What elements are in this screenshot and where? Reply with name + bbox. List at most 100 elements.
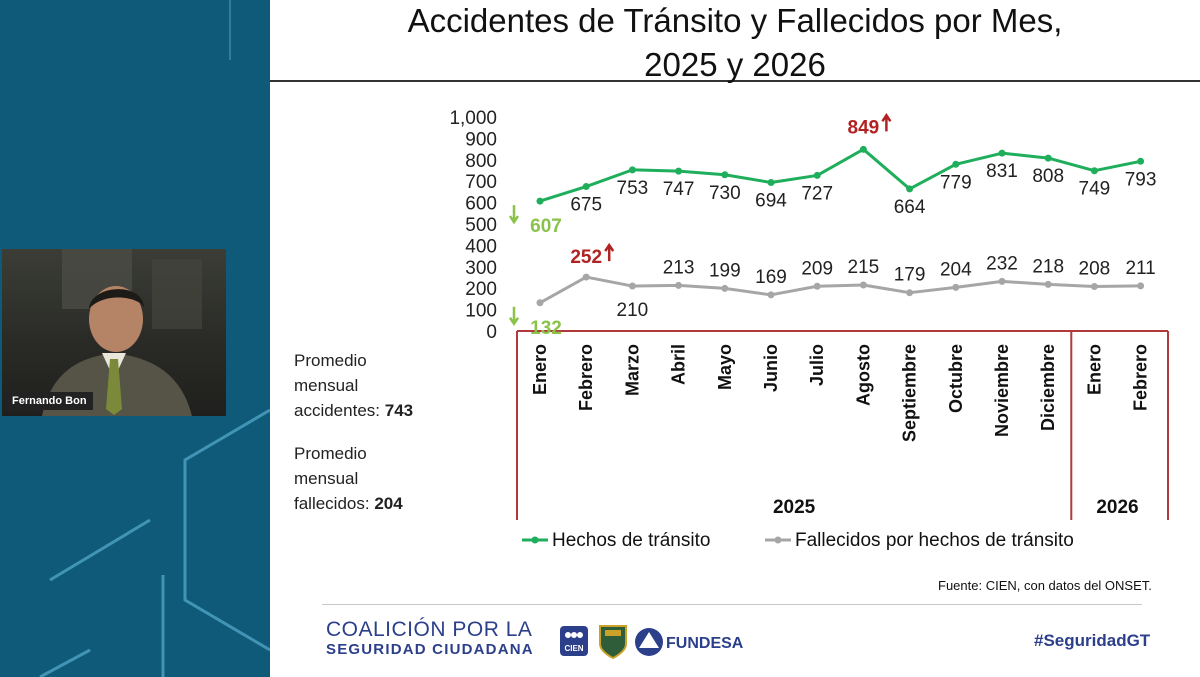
data-point (721, 284, 729, 292)
category-frame (516, 330, 1169, 520)
data-point (536, 299, 544, 307)
source-note: Fuente: CIEN, con datos del ONSET. (938, 578, 1152, 593)
data-point (628, 166, 636, 174)
x-axis-labels: Enero Febrero Marzo Abril Mayo Junio Julio Agos… (530, 344, 1151, 442)
data-point (859, 281, 867, 289)
data-point (998, 277, 1006, 285)
coalition-logo-text: COALICIÓN POR LA SEGURIDAD CIUDADANA (326, 618, 534, 658)
x-tick-label: Febrero (1131, 344, 1151, 411)
accidents-average-value: 743 (384, 401, 414, 420)
data-point (998, 149, 1006, 157)
y-tick-label: 1,000 (449, 108, 497, 129)
year-label: 2026 (1096, 497, 1138, 518)
presentation-slide: Accidentes de Tránsito y Fallecidos por … (270, 0, 1200, 677)
data-labels: 607 675 753 747 730 694 727 849 664 779 831 808 749 7… (508, 113, 1157, 339)
y-tick-label: 900 (465, 129, 497, 150)
data-point (767, 291, 775, 299)
data-label: 210 (617, 300, 649, 321)
x-tick-label: Enero (530, 344, 550, 395)
legend-label: Hechos de tránsito (552, 530, 710, 551)
deaths-average-value: 204 (374, 494, 403, 513)
partner-logos: CIEN FUNDESA (560, 625, 744, 660)
x-tick-label: Abril (669, 344, 689, 385)
x-tick-label: Octubre (946, 344, 966, 413)
data-point (675, 167, 683, 175)
x-tick-label: Agosto (853, 344, 873, 406)
series-line-0 (539, 147, 1141, 203)
data-point (952, 160, 960, 168)
data-label: 169 (755, 267, 787, 288)
data-point (767, 178, 775, 186)
y-tick-label: 700 (465, 172, 497, 193)
data-label: 607 (530, 216, 562, 237)
data-point (582, 183, 590, 191)
data-label: 694 (755, 190, 787, 211)
svg-text:CIEN: CIEN (564, 644, 583, 653)
data-label: 779 (940, 172, 972, 193)
data-point (813, 282, 821, 290)
data-point (628, 282, 636, 290)
x-tick-label: Junio (761, 344, 781, 392)
y-tick-label: 300 (465, 258, 497, 279)
data-label: 232 (986, 253, 1018, 274)
legend-marker (774, 536, 782, 544)
y-tick-label: 600 (465, 194, 497, 215)
data-label: 209 (801, 258, 833, 279)
trend-down-arrow-icon (508, 306, 520, 327)
data-label: 213 (663, 257, 695, 278)
svg-text:FUNDESA: FUNDESA (666, 635, 744, 652)
x-tick-label: Diciembre (1038, 344, 1058, 431)
trend-up-arrow-icon (881, 113, 892, 132)
x-tick-label: Noviembre (992, 344, 1012, 437)
data-label: 215 (848, 257, 880, 278)
data-points (536, 145, 1145, 307)
data-label: 199 (709, 260, 741, 281)
participant-video[interactable]: Fernando Bon (2, 249, 226, 416)
participant-name-label: Fernando Bon (6, 392, 93, 410)
series-line-1 (539, 275, 1141, 305)
data-label: 753 (617, 178, 649, 199)
data-label: 730 (709, 183, 741, 204)
data-point (906, 185, 914, 193)
y-tick-label: 0 (486, 322, 497, 343)
x-tick-label: Febrero (576, 344, 596, 411)
data-label: 749 (1079, 179, 1111, 200)
data-point (1044, 280, 1052, 288)
slide-title: Accidentes de Tránsito y Fallecidos por … (270, 0, 1200, 83)
data-label: 849 (848, 117, 880, 138)
fundesa-logo-icon: FUNDESA (635, 628, 744, 656)
data-point (813, 171, 821, 179)
data-point (906, 289, 914, 297)
data-point (1090, 167, 1098, 175)
x-tick-label: Septiembre (900, 344, 920, 442)
cien-logo-icon: CIEN (560, 626, 588, 656)
data-point (1137, 157, 1145, 165)
data-label: 664 (894, 197, 926, 218)
data-label: 808 (1032, 166, 1064, 187)
data-label: 218 (1032, 256, 1064, 277)
year-label: 2025 (773, 497, 816, 518)
data-label: 793 (1125, 169, 1157, 190)
x-tick-label: Enero (1084, 344, 1104, 395)
chart-legend: Hechos de tránsito Fallecidos por hechos … (522, 530, 1074, 551)
x-tick-label: Mayo (715, 344, 735, 390)
shield-logo-icon (599, 625, 627, 660)
deaths-average: Promedio mensual fallecidos: 204 (294, 444, 403, 513)
footer-divider (322, 604, 1142, 605)
data-label: 204 (940, 259, 972, 280)
y-tick-label: 400 (465, 236, 497, 257)
y-tick-label: 100 (465, 301, 497, 322)
title-line-2: 2025 y 2026 (644, 46, 826, 83)
trend-down-arrow-icon (508, 205, 520, 225)
data-point (1090, 282, 1098, 290)
accidents-average: Promedio mensual accidentes: 743 (294, 351, 414, 420)
title-line-1: Accidentes de Tránsito y Fallecidos por … (407, 2, 1063, 39)
data-label: 831 (986, 161, 1018, 182)
data-point (675, 281, 683, 289)
hashtag-label: #SeguridadGT (1034, 631, 1151, 650)
legend-label: Fallecidos por hechos de tránsito (795, 530, 1074, 551)
y-tick-label: 200 (465, 279, 497, 300)
data-label: 132 (530, 318, 562, 339)
data-point (1137, 282, 1145, 290)
